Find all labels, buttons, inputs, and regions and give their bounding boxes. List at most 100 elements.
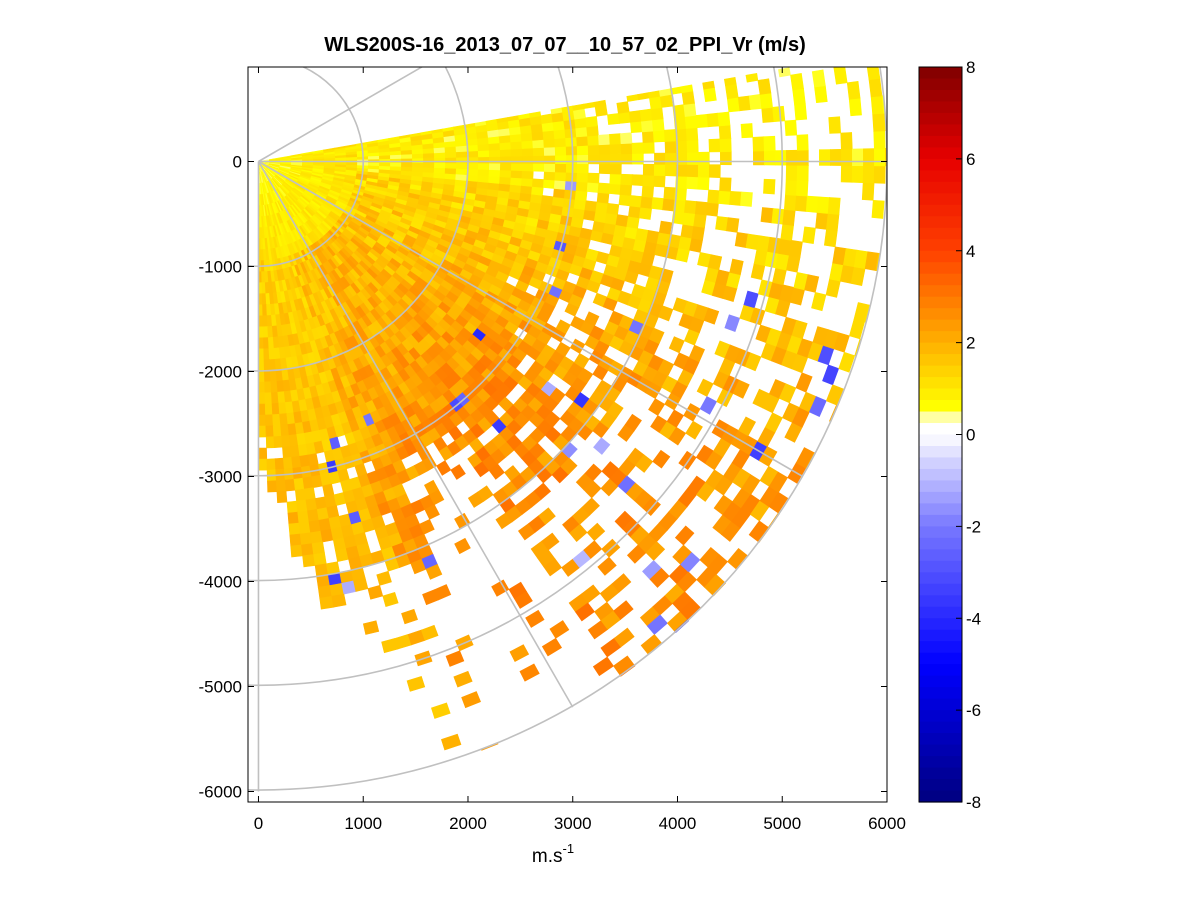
velocity-cell: [617, 111, 631, 124]
velocity-cell: [553, 188, 566, 199]
velocity-cell: [543, 138, 556, 148]
velocity-cell: [772, 105, 786, 123]
velocity-cell: [510, 163, 523, 172]
colorbar-band: [919, 606, 962, 619]
colorbar-tick-label: 2: [966, 334, 975, 353]
velocity-cell: [520, 185, 533, 195]
velocity-cell: [791, 319, 808, 340]
colorbar-band: [919, 273, 962, 286]
velocity-cell: [258, 381, 266, 394]
colorbar-band: [919, 721, 962, 734]
colorbar-band: [919, 790, 962, 803]
velocity-cell: [763, 178, 776, 195]
velocity-cell: [258, 425, 267, 438]
colorbar-band: [919, 445, 962, 459]
velocity-cell: [694, 201, 708, 216]
velocity-cell: [630, 120, 643, 134]
velocity-cell: [814, 85, 828, 104]
velocity-cell: [826, 213, 840, 232]
velocity-cell: [774, 150, 787, 166]
colorbar-band: [919, 170, 962, 183]
velocity-cell: [642, 163, 655, 176]
velocity-cell: [583, 209, 597, 222]
velocity-cell: [450, 464, 466, 480]
colorbar-band: [919, 262, 962, 275]
velocity-cell: [642, 141, 655, 154]
velocity-cell: [652, 129, 666, 143]
colorbar-band: [919, 216, 962, 229]
colorbar-band: [919, 733, 962, 746]
velocity-cell: [265, 414, 274, 427]
colorbar-band: [919, 595, 962, 608]
plot-frame: [247, 66, 888, 803]
velocity-cell: [499, 169, 512, 178]
colorbar-band: [919, 583, 962, 596]
velocity-cell: [702, 80, 715, 90]
velocity-cell: [784, 119, 798, 136]
velocity-cell: [477, 162, 490, 170]
velocity-cell: [587, 134, 600, 146]
velocity-cell: [521, 140, 534, 149]
colorbar-band: [919, 285, 962, 298]
velocity-cell: [639, 108, 653, 122]
velocity-cell: [466, 144, 479, 152]
colorbar-band: [919, 250, 962, 263]
velocity-cell: [543, 163, 556, 173]
velocity-cell: [265, 436, 275, 449]
velocity-cell: [273, 435, 283, 449]
velocity-cell: [609, 133, 622, 145]
velocity-cell: [729, 258, 744, 276]
velocity-cell: [272, 424, 282, 438]
velocity-cell: [665, 152, 677, 165]
colorbar-band: [919, 342, 962, 355]
velocity-cell: [597, 556, 617, 576]
velocity-cell: [284, 478, 296, 492]
velocity-cell: [294, 488, 307, 502]
velocity-cell: [695, 113, 709, 129]
velocity-cell: [276, 490, 288, 504]
velocity-cell: [258, 392, 266, 405]
velocity-cell: [782, 209, 796, 226]
colorbar-bands: [919, 67, 962, 803]
velocity-cell: [664, 140, 677, 154]
velocity-cell: [576, 144, 589, 156]
velocity-cell: [757, 78, 772, 95]
velocity-cell: [785, 164, 798, 181]
velocity-cell: [653, 164, 666, 177]
velocity-cell: [651, 197, 665, 211]
velocity-cell: [401, 162, 413, 168]
colorbar-band: [919, 457, 962, 470]
colorbar-band: [919, 158, 962, 171]
velocity-cell: [599, 153, 611, 165]
velocity-cell: [575, 126, 588, 138]
velocity-cell: [663, 186, 676, 200]
velocity-cell: [461, 691, 481, 709]
velocity-cell: [532, 147, 545, 157]
y-tick-label: -1000: [199, 258, 242, 277]
velocity-cell: [641, 185, 655, 198]
x-axis-label-exponent: -1: [563, 841, 575, 856]
velocity-cell: [759, 92, 773, 109]
velocity-cell: [587, 144, 600, 155]
velocity-cell: [866, 67, 881, 81]
velocity-cell: [705, 202, 719, 217]
velocity-cell: [401, 608, 418, 625]
velocity-cell: [453, 670, 473, 688]
velocity-cell: [258, 447, 268, 460]
velocity-cell: [553, 128, 566, 140]
velocity-cell: [488, 142, 501, 151]
velocity-cell: [258, 370, 265, 383]
velocity-cell: [521, 177, 534, 187]
colorbar-band: [919, 468, 962, 482]
colorbar-band: [919, 675, 962, 688]
velocity-cell: [862, 148, 875, 167]
velocity-cell: [680, 223, 695, 239]
velocity-cell: [796, 149, 809, 166]
velocity-cell: [620, 142, 633, 155]
velocity-cell: [795, 372, 813, 393]
colorbar-tick-label: 0: [966, 426, 975, 445]
velocity-cell: [488, 162, 501, 171]
velocity-cell: [263, 337, 270, 350]
colorbar-band: [919, 78, 962, 91]
velocity-cell: [862, 165, 875, 184]
